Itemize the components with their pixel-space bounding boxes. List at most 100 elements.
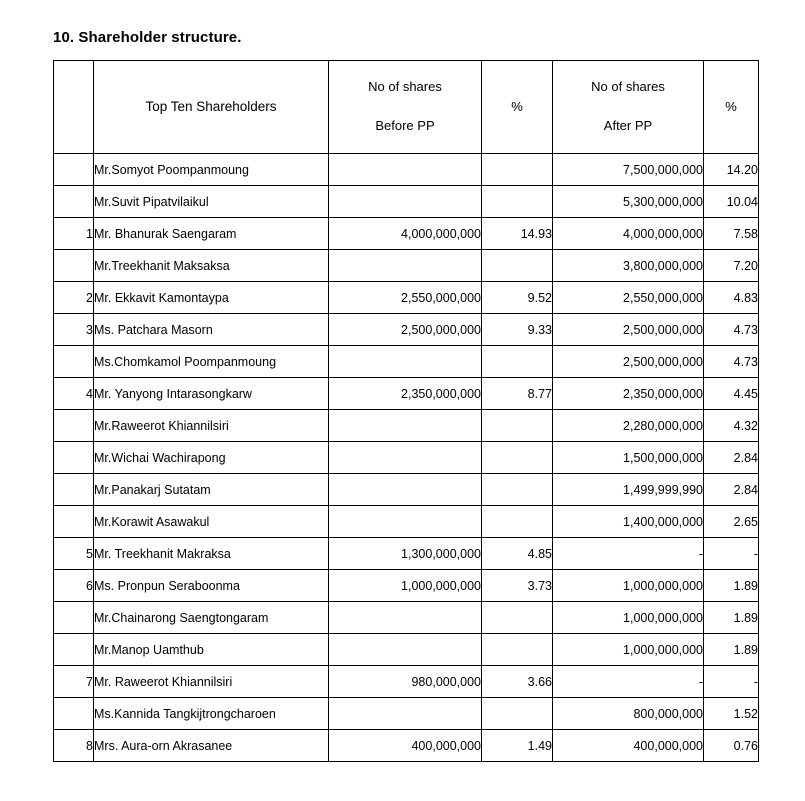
cell-shares-after-pp: 2,280,000,000 bbox=[552, 409, 704, 442]
cell-row-number bbox=[53, 153, 94, 186]
cell-shares-after-pp: 3,800,000,000 bbox=[552, 249, 704, 282]
cell-shares-after-pp: 1,500,000,000 bbox=[552, 441, 704, 474]
table-row: 1 Mr. Bhanurak Saengaram 4,000,000,000 14.9… bbox=[53, 217, 759, 250]
cell-percent-after-pp: 2.84 bbox=[703, 441, 759, 474]
table-row: Mr.Panakarj Sutatam 1,499,999,990 2.84 bbox=[53, 473, 759, 506]
cell-shares-after-pp: 4,000,000,000 bbox=[552, 217, 704, 250]
cell-row-number: 8 bbox=[53, 729, 94, 762]
table-row: Ms.Chomkamol Poompanmoung 2,500,000,000 4.… bbox=[53, 345, 759, 378]
cell-percent-before-pp bbox=[481, 633, 553, 666]
cell-row-number bbox=[53, 633, 94, 666]
cell-percent-after-pp: 10.04 bbox=[703, 185, 759, 218]
cell-percent-after-pp: 1.89 bbox=[703, 633, 759, 666]
cell-percent-before-pp bbox=[481, 345, 553, 378]
header-shares-after-line2: After PP bbox=[603, 118, 653, 133]
cell-shares-before-pp bbox=[328, 345, 482, 378]
cell-shares-before-pp: 1,000,000,000 bbox=[328, 569, 482, 602]
cell-percent-after-pp: 4.83 bbox=[703, 281, 759, 314]
table-row: Mr.Suvit Pipatvilaikul 5,300,000,000 10.04 bbox=[53, 185, 759, 218]
column-header-no bbox=[53, 60, 94, 154]
cell-row-number: 5 bbox=[53, 537, 94, 570]
cell-percent-after-pp: 4.73 bbox=[703, 345, 759, 378]
cell-shares-after-pp: 800,000,000 bbox=[552, 697, 704, 730]
table-row: Mr.Manop Uamthub 1,000,000,000 1.89 bbox=[53, 633, 759, 666]
cell-shares-after-pp: 1,000,000,000 bbox=[552, 633, 704, 666]
cell-row-number bbox=[53, 473, 94, 506]
cell-shares-after-pp: 2,550,000,000 bbox=[552, 281, 704, 314]
cell-row-number bbox=[53, 409, 94, 442]
header-shares-before-line2: Before PP bbox=[375, 118, 435, 133]
cell-percent-after-pp: 1.52 bbox=[703, 697, 759, 730]
cell-percent-before-pp: 3.73 bbox=[481, 569, 553, 602]
column-header-percent-after: % bbox=[703, 60, 759, 154]
cell-percent-after-pp: - bbox=[703, 537, 759, 570]
cell-percent-before-pp bbox=[481, 697, 553, 730]
cell-percent-before-pp: 4.85 bbox=[481, 537, 553, 570]
cell-percent-before-pp bbox=[481, 505, 553, 538]
cell-percent-before-pp bbox=[481, 601, 553, 634]
cell-shares-after-pp: 7,500,000,000 bbox=[552, 153, 704, 186]
cell-shares-before-pp bbox=[328, 153, 482, 186]
cell-percent-before-pp bbox=[481, 473, 553, 506]
cell-percent-before-pp bbox=[481, 441, 553, 474]
cell-row-number bbox=[53, 697, 94, 730]
cell-row-number: 2 bbox=[53, 281, 94, 314]
cell-percent-after-pp: 4.32 bbox=[703, 409, 759, 442]
table-row: Mr.Chainarong Saengtongaram 1,000,000,000… bbox=[53, 601, 759, 634]
cell-shares-before-pp bbox=[328, 633, 482, 666]
cell-shareholder-name: Ms.Kannida Tangkijtrongcharoen bbox=[93, 697, 329, 730]
cell-shares-before-pp: 1,300,000,000 bbox=[328, 537, 482, 570]
cell-shares-before-pp: 2,550,000,000 bbox=[328, 281, 482, 314]
cell-shares-before-pp bbox=[328, 473, 482, 506]
cell-shareholder-name: Mr. Yanyong Intarasongkarw bbox=[93, 377, 329, 410]
cell-percent-after-pp: - bbox=[703, 665, 759, 698]
header-shares-after-line1: No of shares bbox=[591, 79, 665, 95]
cell-row-number: 6 bbox=[53, 569, 94, 602]
table-row: Mr.Korawit Asawakul 1,400,000,000 2.65 bbox=[53, 505, 759, 538]
cell-shareholder-name: Mr. Raweerot Khiannilsiri bbox=[93, 665, 329, 698]
header-shares-before-line1: No of shares bbox=[368, 79, 442, 95]
cell-shares-before-pp bbox=[328, 441, 482, 474]
cell-percent-before-pp bbox=[481, 249, 553, 282]
cell-shares-after-pp: 2,500,000,000 bbox=[552, 345, 704, 378]
cell-percent-after-pp: 14.20 bbox=[703, 153, 759, 186]
cell-shares-before-pp bbox=[328, 601, 482, 634]
cell-shares-after-pp: 1,400,000,000 bbox=[552, 505, 704, 538]
cell-row-number bbox=[53, 441, 94, 474]
cell-shareholder-name: Ms.Chomkamol Poompanmoung bbox=[93, 345, 329, 378]
cell-shares-before-pp: 400,000,000 bbox=[328, 729, 482, 762]
cell-percent-after-pp: 2.84 bbox=[703, 473, 759, 506]
cell-percent-before-pp: 8.77 bbox=[481, 377, 553, 410]
cell-shares-after-pp: 400,000,000 bbox=[552, 729, 704, 762]
cell-percent-after-pp: 4.45 bbox=[703, 377, 759, 410]
shareholder-structure-table: Top Ten Shareholders No of shares Before… bbox=[53, 60, 759, 762]
cell-shares-before-pp: 2,350,000,000 bbox=[328, 377, 482, 410]
cell-shares-after-pp: 1,000,000,000 bbox=[552, 569, 704, 602]
cell-row-number bbox=[53, 185, 94, 218]
table-row: 6 Ms. Pronpun Seraboonma 1,000,000,000 3.73… bbox=[53, 569, 759, 602]
cell-shares-before-pp: 980,000,000 bbox=[328, 665, 482, 698]
cell-row-number bbox=[53, 505, 94, 538]
table-row: 8 Mrs. Aura-orn Akrasanee 400,000,000 1.49 4… bbox=[53, 729, 759, 762]
cell-shareholder-name: Mr.Suvit Pipatvilaikul bbox=[93, 185, 329, 218]
cell-percent-before-pp: 3.66 bbox=[481, 665, 553, 698]
cell-percent-after-pp: 7.58 bbox=[703, 217, 759, 250]
cell-percent-before-pp: 1.49 bbox=[481, 729, 553, 762]
cell-row-number bbox=[53, 249, 94, 282]
cell-shares-after-pp: - bbox=[552, 665, 704, 698]
cell-percent-after-pp: 4.73 bbox=[703, 313, 759, 346]
table-row: Mr.Somyot Poompanmoung 7,500,000,000 14.20 bbox=[53, 153, 759, 186]
cell-shareholder-name: Mr.Somyot Poompanmoung bbox=[93, 153, 329, 186]
cell-shareholder-name: Mr. Treekhanit Makraksa bbox=[93, 537, 329, 570]
cell-shares-after-pp: 5,300,000,000 bbox=[552, 185, 704, 218]
cell-shares-before-pp: 4,000,000,000 bbox=[328, 217, 482, 250]
cell-shares-before-pp bbox=[328, 249, 482, 282]
table-row: Mr.Treekhanit Maksaksa 3,800,000,000 7.20 bbox=[53, 249, 759, 282]
cell-shares-before-pp bbox=[328, 505, 482, 538]
cell-shareholder-name: Ms. Pronpun Seraboonma bbox=[93, 569, 329, 602]
column-header-shares-after-pp: No of shares After PP bbox=[552, 60, 704, 154]
cell-row-number: 1 bbox=[53, 217, 94, 250]
cell-percent-after-pp: 1.89 bbox=[703, 569, 759, 602]
table-header: Top Ten Shareholders No of shares Before… bbox=[53, 60, 759, 154]
